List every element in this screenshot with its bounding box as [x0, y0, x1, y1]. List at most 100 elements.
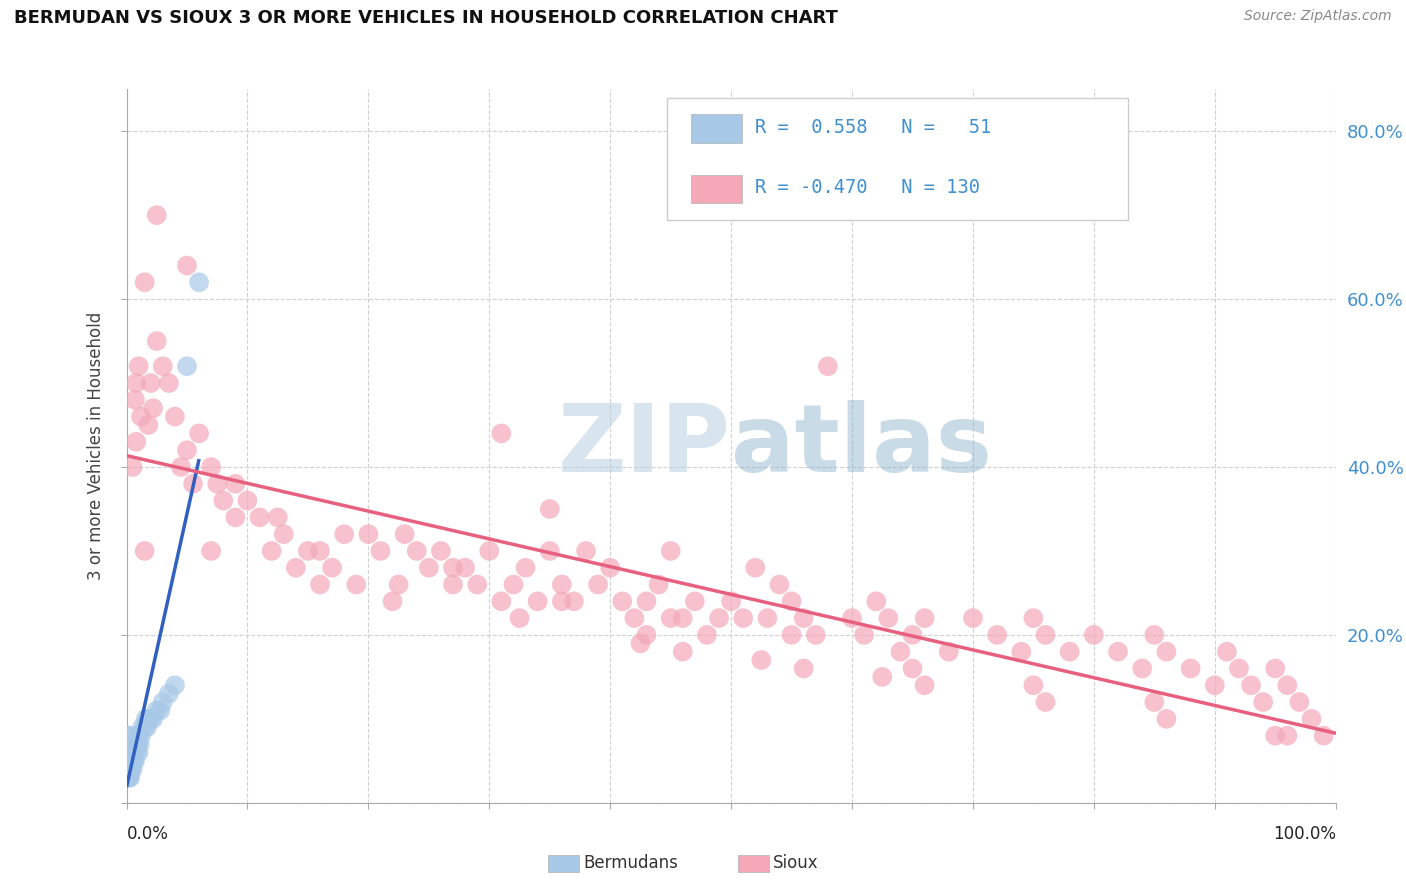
Text: ZIP: ZIP [558, 400, 731, 492]
Point [118, 771, 141, 785]
Point [181, 476, 204, 491]
Point [118, 746, 141, 760]
Text: Sioux: Sioux [773, 855, 818, 872]
Point [1216, 645, 1239, 659]
Point [309, 577, 332, 591]
Point [877, 611, 900, 625]
Point [1035, 695, 1057, 709]
Point [128, 737, 150, 751]
Point [142, 712, 165, 726]
Point [157, 687, 180, 701]
Point [430, 544, 453, 558]
Point [149, 703, 172, 717]
Point [176, 443, 198, 458]
Point [889, 645, 911, 659]
Point [121, 762, 143, 776]
Point [117, 762, 139, 776]
Point [793, 611, 815, 625]
Point [599, 560, 621, 574]
Point [636, 628, 658, 642]
Point [696, 628, 718, 642]
FancyBboxPatch shape [666, 98, 1128, 219]
Point [152, 359, 174, 374]
Point [1156, 645, 1178, 659]
Point [962, 611, 984, 625]
Point [1010, 645, 1032, 659]
Point [117, 762, 139, 776]
Point [139, 712, 162, 726]
Point [124, 392, 146, 407]
Point [804, 628, 827, 642]
Point [901, 628, 924, 642]
Point [720, 594, 742, 608]
Point [1143, 695, 1166, 709]
Point [515, 560, 537, 574]
Point [120, 762, 142, 776]
Point [134, 275, 156, 289]
Point [538, 544, 561, 558]
Point [1277, 729, 1299, 743]
Point [128, 359, 150, 374]
Point [118, 746, 141, 760]
Point [1022, 678, 1045, 692]
Point [659, 544, 682, 558]
Point [297, 544, 319, 558]
Point [120, 746, 142, 760]
Point [129, 729, 152, 743]
Text: R = -0.470   N = 130: R = -0.470 N = 130 [755, 178, 980, 197]
Point [1240, 678, 1263, 692]
Point [200, 460, 222, 475]
Point [129, 409, 152, 424]
Point [1264, 661, 1286, 675]
Point [683, 594, 706, 608]
Point [188, 426, 211, 441]
Point [872, 670, 894, 684]
Point [636, 594, 658, 608]
Y-axis label: 3 or more Vehicles in Household: 3 or more Vehicles in Household [87, 312, 105, 580]
Point [125, 746, 148, 760]
Text: R =  0.558   N =   51: R = 0.558 N = 51 [755, 118, 991, 136]
Point [672, 645, 695, 659]
Point [188, 275, 211, 289]
Point [491, 594, 513, 608]
Point [120, 729, 142, 743]
Point [122, 746, 145, 760]
Point [125, 376, 148, 390]
Point [134, 544, 156, 558]
Point [491, 426, 513, 441]
Point [124, 737, 146, 751]
Point [575, 544, 598, 558]
Point [1288, 695, 1310, 709]
Point [260, 544, 283, 558]
Point [118, 737, 141, 751]
Point [465, 577, 488, 591]
Point [120, 771, 142, 785]
Point [756, 611, 779, 625]
Point [152, 695, 174, 709]
Point [118, 754, 141, 768]
Point [630, 636, 652, 650]
Point [623, 611, 645, 625]
Point [394, 527, 416, 541]
Point [672, 611, 695, 625]
Point [1301, 712, 1323, 726]
Point [128, 729, 150, 743]
Point [1059, 645, 1081, 659]
Point [418, 560, 440, 574]
Bar [692, 175, 742, 203]
Point [1204, 678, 1226, 692]
Point [121, 460, 143, 475]
Point [117, 737, 139, 751]
Point [224, 510, 246, 524]
Point [117, 754, 139, 768]
Point [176, 259, 198, 273]
Point [1264, 729, 1286, 743]
Point [914, 678, 936, 692]
Point [121, 754, 143, 768]
Point [441, 577, 464, 591]
Point [1180, 661, 1202, 675]
Point [1227, 661, 1250, 675]
Point [309, 544, 332, 558]
Point [454, 560, 477, 574]
Point [780, 594, 803, 608]
